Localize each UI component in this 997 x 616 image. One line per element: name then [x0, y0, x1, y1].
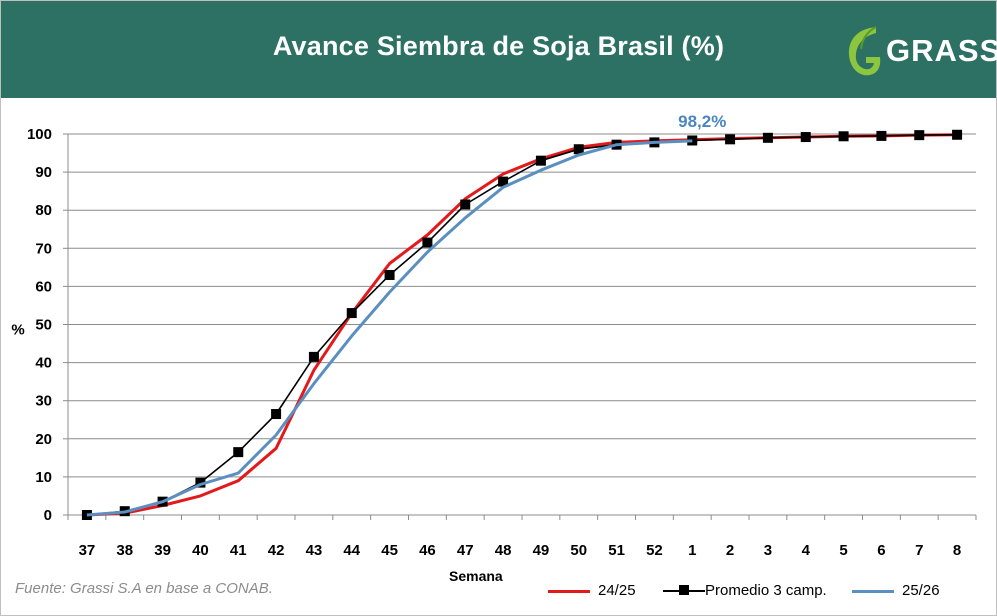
- x-axis-title: Semana: [449, 568, 503, 584]
- x-tick-label: 52: [646, 542, 663, 559]
- x-tick-label: 45: [381, 542, 398, 559]
- legend-swatch: [852, 590, 894, 593]
- x-tick-label: 38: [116, 542, 133, 559]
- logo-text: GRASSI: [886, 33, 997, 68]
- x-tick-label: 41: [230, 542, 247, 559]
- data-point-marker: [308, 351, 319, 362]
- y-tick-label: 80: [35, 202, 52, 219]
- x-tick-label: 46: [419, 542, 436, 559]
- data-point-marker: [233, 447, 244, 458]
- data-point-marker: [346, 308, 357, 319]
- annotation-label: 98,2%: [678, 112, 726, 131]
- x-tick-label: 3: [764, 542, 772, 559]
- x-tick-label: 48: [495, 542, 512, 559]
- y-tick-label: 20: [35, 431, 52, 448]
- y-tick-label: 40: [35, 355, 52, 372]
- data-point-marker: [422, 237, 433, 248]
- y-tick-label: 60: [35, 278, 52, 295]
- x-tick-label: 5: [839, 542, 847, 559]
- x-tick-label: 6: [877, 542, 885, 559]
- data-point-marker: [952, 129, 963, 140]
- chart-title: Avance Siembra de Soja Brasil (%): [272, 31, 725, 61]
- y-tick-label: 50: [35, 317, 52, 334]
- y-tick-label: 10: [35, 469, 52, 486]
- y-tick-label: 70: [35, 240, 52, 257]
- y-tick-label: 30: [35, 393, 52, 410]
- legend-label: 25/26: [902, 582, 940, 599]
- x-tick-label: 49: [533, 542, 550, 559]
- legend-label: 24/25: [598, 582, 636, 599]
- data-point-marker: [384, 269, 395, 280]
- legend-label: Promedio 3 camp.: [705, 582, 827, 599]
- data-point-marker: [195, 477, 206, 488]
- x-tick-label: 2: [726, 542, 734, 559]
- legend-marker-square: [679, 585, 689, 595]
- x-tick-label: 42: [268, 542, 285, 559]
- x-tick-label: 47: [457, 542, 474, 559]
- data-point-marker: [838, 131, 849, 142]
- legend-swatch: [548, 590, 590, 593]
- y-axis-title: %: [11, 322, 24, 339]
- x-tick-label: 40: [192, 542, 209, 559]
- data-point-marker: [498, 176, 509, 187]
- x-tick-label: 8: [953, 542, 961, 559]
- x-tick-label: 7: [915, 542, 923, 559]
- y-tick-label: 0: [44, 507, 52, 524]
- data-point-marker: [914, 130, 925, 141]
- x-tick-label: 1: [688, 542, 696, 559]
- leaf-g-icon: [848, 26, 881, 76]
- data-point-marker: [271, 409, 282, 420]
- data-point-marker: [725, 134, 736, 145]
- data-point-marker: [535, 155, 546, 166]
- x-tick-label: 51: [608, 542, 625, 559]
- x-tick-label: 4: [802, 542, 811, 559]
- data-point-marker: [573, 144, 584, 155]
- x-tick-label: 50: [570, 542, 587, 559]
- data-point-marker: [460, 199, 471, 210]
- series-line-promedio-3-camp-: [86, 134, 958, 516]
- x-tick-label: 44: [343, 542, 360, 559]
- header-banner: Avance Siembra de Soja Brasil (%) GRASSI: [1, 1, 997, 98]
- source-note: Fuente: Grassi S.A en base a CONAB.: [15, 580, 273, 597]
- y-tick-label: 90: [35, 164, 52, 181]
- data-point-marker: [876, 130, 887, 141]
- x-tick-label: 43: [306, 542, 323, 559]
- y-tick-label: 100: [27, 126, 52, 143]
- data-point-marker: [800, 132, 811, 143]
- series-line-25-26: [86, 139, 693, 517]
- x-tick-label: 37: [79, 542, 96, 559]
- grassi-logo: GRASSI: [846, 23, 997, 79]
- x-tick-label: 39: [154, 542, 171, 559]
- data-point-marker: [762, 132, 773, 143]
